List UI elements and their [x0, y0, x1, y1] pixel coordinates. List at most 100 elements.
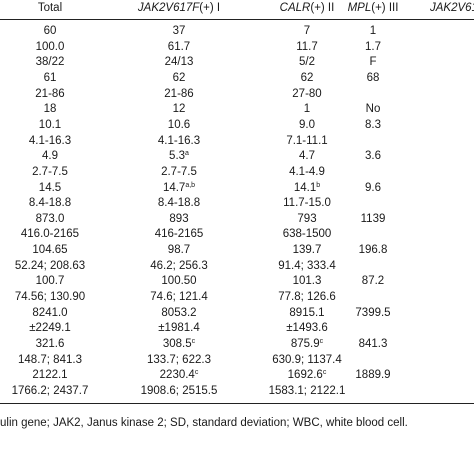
table-cell: 416.0-2165: [0, 228, 100, 241]
table-cell: 7399.5: [333, 307, 413, 320]
table-cell: 18: [0, 103, 100, 116]
cell-value: 1: [303, 103, 311, 115]
table-cell: 21-86: [110, 88, 248, 101]
cell-value: 875.9: [290, 338, 320, 350]
cell-value: 68: [366, 72, 380, 84]
table-cell: 841.3: [333, 338, 413, 351]
cell-value: 11.7-15.0: [283, 197, 331, 209]
cell-value: 139.7: [292, 244, 322, 256]
table-cell: 100.50: [110, 275, 248, 288]
table-cell: 68: [333, 72, 413, 85]
table-cell: 5/2: [252, 56, 362, 69]
header-jak2: JAK2V617F(+) I: [110, 0, 248, 16]
cell-footnote-mark: c: [319, 338, 324, 345]
cell-value: 37: [172, 25, 186, 37]
table-cell: 1: [333, 25, 413, 38]
cell-value: 24/13: [164, 56, 194, 68]
table-cell: 1692.6c: [252, 369, 362, 382]
table-cell: No: [333, 103, 413, 116]
cell-value: 14.5: [38, 182, 62, 194]
cell-value: 74.6; 121.4: [150, 291, 208, 303]
table-cell: 8915.1: [252, 307, 362, 320]
table-cell: 100.7: [0, 275, 100, 288]
cell-value: 2.7-7.5: [161, 166, 197, 178]
cell-value: 4.7: [299, 150, 315, 162]
table-cell: 12: [110, 103, 248, 116]
cell-value: 10.6: [167, 119, 191, 131]
cell-value: 630.9; 1137.4: [272, 354, 342, 366]
header-calr: CALR(+) II: [252, 0, 362, 16]
table-cell: 60: [0, 25, 100, 38]
table-cell: 1583.1; 2122.1: [252, 385, 362, 398]
table-cell: 8.4-18.8: [0, 197, 100, 210]
table-cell: 4.1-4.9: [252, 166, 362, 179]
table-cell: ±2249.1: [0, 322, 100, 335]
cell-value: 46.2; 256.3: [150, 260, 208, 272]
cell-value: 8915.1: [289, 307, 325, 319]
table-cell: 14.7a,b: [110, 182, 248, 195]
cell-value: 893: [169, 213, 189, 225]
cell-footnote-mark: c: [322, 369, 327, 376]
table-cell: 196.8: [333, 244, 413, 257]
cell-value: 5.3: [169, 150, 186, 162]
table-cell: 308.5c: [110, 338, 248, 351]
cell-value: 3.6: [365, 150, 381, 162]
cell-value: 2.7-7.5: [32, 166, 68, 178]
table-cell: 62: [110, 72, 248, 85]
cell-value: 62: [172, 72, 186, 84]
table-cell: 4.7: [252, 150, 362, 163]
table-cell: 74.56; 130.90: [0, 291, 100, 304]
cell-value: 1139: [360, 213, 386, 225]
table-cell: 27-80: [252, 88, 362, 101]
table-cell: 4.9: [0, 150, 100, 163]
cell-value: 148.7; 841.3: [18, 354, 82, 366]
table-cell: 101.3: [252, 275, 362, 288]
table-cell: 14.5: [0, 182, 100, 195]
table-cell: 98.7: [110, 244, 248, 257]
header-jak2-suffix: (+) I: [199, 2, 221, 14]
table-cell: 62: [252, 72, 362, 85]
header-rule: [0, 19, 474, 20]
table-cell: 4.1-16.3: [0, 135, 100, 148]
table-cell: 148.7; 841.3: [0, 354, 100, 367]
cell-value: 10.1: [38, 119, 62, 131]
cell-value: 91.4; 333.4: [278, 260, 336, 272]
cell-value: 4.1-16.3: [157, 135, 201, 147]
table-cell: 24/13: [110, 56, 248, 69]
cell-value: 61: [43, 72, 57, 84]
table-cell: 61.7: [110, 41, 248, 54]
table-cell: 1.7: [333, 41, 413, 54]
table-cell: 14.1b: [252, 182, 362, 195]
table-cell: 893: [110, 213, 248, 226]
table-cell: 74.6; 121.4: [110, 291, 248, 304]
table-cell: 416-2165: [110, 228, 248, 241]
table-cell: 11.7: [252, 41, 362, 54]
cell-value: 1.7: [365, 41, 381, 53]
cell-value: 14.1: [293, 182, 317, 194]
table-cell: 630.9; 1137.4: [252, 354, 362, 367]
table-cell: 1139: [333, 213, 413, 226]
cell-value: 196.8: [358, 244, 388, 256]
cell-footnote-mark: a: [185, 150, 189, 157]
cell-value: 7399.5: [355, 307, 391, 319]
cell-value: 1908.6; 2515.5: [140, 385, 218, 397]
cell-value: 38/22: [35, 56, 65, 68]
cell-footnote-mark: b: [316, 182, 321, 189]
table-cell: 133.7; 622.3: [110, 354, 248, 367]
cell-value: 638-1500: [282, 228, 332, 240]
header-total: Total: [37, 2, 63, 14]
cell-value: F: [369, 56, 377, 68]
cell-value: 1583.1; 2122.1: [268, 385, 346, 397]
table-cell: 875.9c: [252, 338, 362, 351]
cell-value: 18: [43, 103, 57, 115]
cell-value: ±2249.1: [29, 322, 71, 334]
table-cell: 4.1-16.3: [110, 135, 248, 148]
header-jak2-gene: JAK2V617F: [137, 2, 200, 14]
cell-value: 9.0: [299, 119, 315, 131]
cell-value: 60: [43, 25, 57, 37]
table-cell: ±1981.4: [110, 322, 248, 335]
cell-value: 11.7: [296, 41, 318, 53]
table-cell: 9.0: [252, 119, 362, 132]
header-mpl-gene: MPL: [347, 2, 372, 14]
